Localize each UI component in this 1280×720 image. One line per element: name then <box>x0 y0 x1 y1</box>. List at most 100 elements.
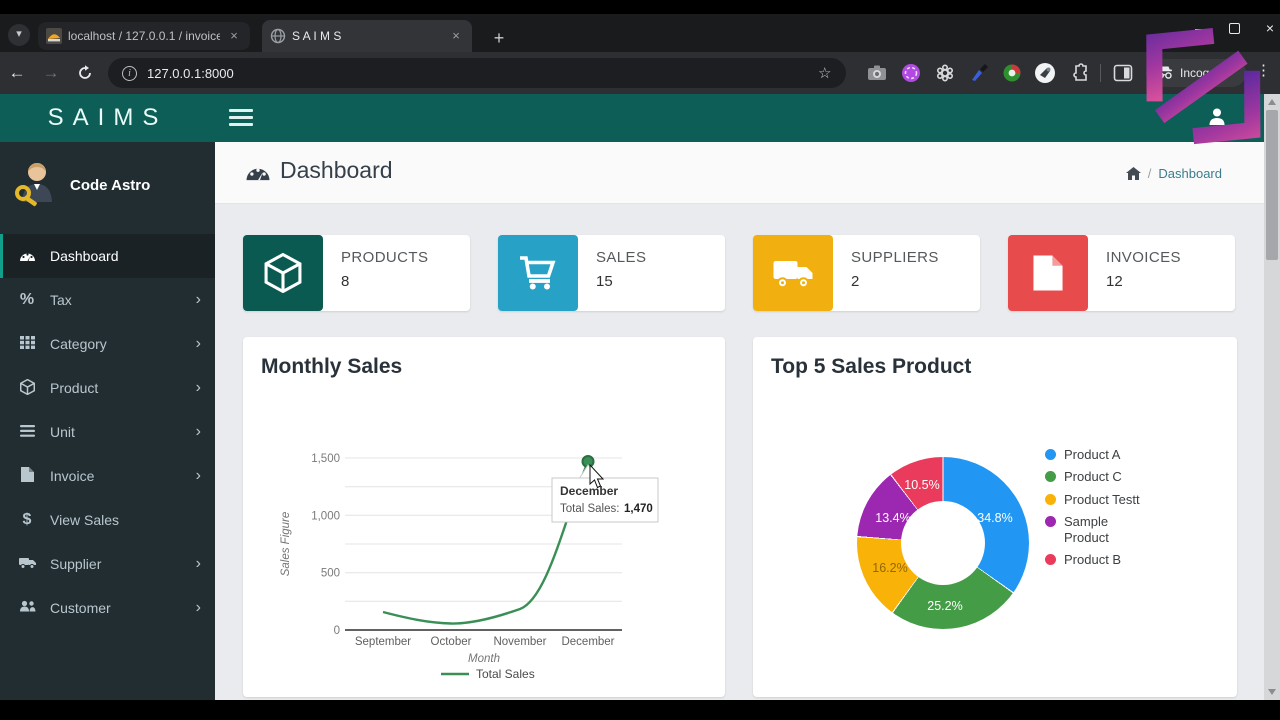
scrollbar-thumb[interactable] <box>1266 110 1278 260</box>
sidebar-item-label: Customer <box>50 600 111 616</box>
close-icon[interactable]: × <box>452 28 460 43</box>
stat-card-label: PRODUCTS <box>341 249 429 266</box>
top-sales-pie-chart[interactable]: 34.8% 25.2% 16.2% 13.4% 10.5% Product A … <box>753 337 1237 697</box>
chevron-right-icon: › <box>195 555 201 572</box>
legend-item[interactable]: Sample Product <box>1045 514 1150 547</box>
file-icon <box>18 467 36 485</box>
percent-icon: % <box>19 291 35 308</box>
x-axis-label: Month <box>468 653 500 665</box>
tooltip-label: Total Sales: <box>560 503 619 515</box>
sidebar-item-view-sales[interactable]: $ View Sales <box>0 498 215 542</box>
truck-icon <box>18 556 36 572</box>
sidebar-item-label: Invoice <box>50 468 95 484</box>
browser-tab-localhost[interactable]: localhost / 127.0.0.1 / invoiceIn × <box>38 22 250 50</box>
sidebar-item-customer[interactable]: Customer › <box>0 586 215 630</box>
cube-icon <box>243 235 323 311</box>
browser-tab-saims[interactable]: S A I M S × <box>262 20 472 52</box>
mouse-cursor-icon <box>589 463 605 489</box>
breadcrumb-separator: / <box>1147 166 1152 181</box>
donut-ring[interactable] <box>857 457 1029 629</box>
users-icon <box>18 600 36 616</box>
chevron-right-icon: › <box>195 423 201 440</box>
x-tick: November <box>493 636 546 648</box>
stat-card-value: 2 <box>851 273 860 290</box>
slice-label-sample-product: 13.4% <box>875 511 911 525</box>
toolbar-divider <box>1100 64 1101 82</box>
page-title: Dashboard <box>245 157 393 184</box>
sidebar-item-dashboard[interactable]: Dashboard <box>0 234 215 278</box>
legend-item[interactable]: Product C <box>1045 469 1150 485</box>
stat-card-sales[interactable]: SALES 15 <box>498 235 725 311</box>
eyedropper-extension-icon[interactable] <box>968 62 990 84</box>
scroll-down-icon[interactable] <box>1268 689 1276 695</box>
forward-button[interactable]: → <box>42 63 60 82</box>
sidebar-item-invoice[interactable]: Invoice › <box>0 454 215 498</box>
chevron-right-icon: › <box>195 599 201 616</box>
stat-card-invoices[interactable]: INVOICES 12 <box>1008 235 1235 311</box>
dollar-icon: $ <box>22 511 32 528</box>
globe-favicon-icon <box>270 28 286 44</box>
brand-logo[interactable]: SAIMS <box>0 94 215 142</box>
legend-dot-icon <box>1045 554 1056 566</box>
stat-card-value: 15 <box>596 273 613 290</box>
stat-card-products[interactable]: PRODUCTS 8 <box>243 235 470 311</box>
cart-icon <box>498 235 578 311</box>
sidebar-item-supplier[interactable]: Supplier › <box>0 542 215 586</box>
flower-extension-icon[interactable] <box>934 62 956 84</box>
stat-card-suppliers[interactable]: SUPPLIERS 2 <box>753 235 980 311</box>
legend-label: Product C <box>1064 469 1122 485</box>
close-icon[interactable]: × <box>230 28 238 43</box>
sidebar-item-tax[interactable]: % Tax › <box>0 278 215 322</box>
back-button[interactable]: ← <box>8 63 26 82</box>
slice-label-product-b: 10.5% <box>904 478 940 492</box>
x-tick: September <box>355 636 411 648</box>
legend-dot-icon <box>1045 515 1056 527</box>
user-menu-icon[interactable] <box>1206 106 1228 128</box>
restore-button[interactable] <box>1228 22 1240 34</box>
chevron-right-icon: › <box>195 291 201 308</box>
total-sales-line <box>382 461 590 625</box>
extensions-puzzle-icon[interactable] <box>1068 62 1090 84</box>
camera-extension-icon[interactable] <box>866 62 888 84</box>
idm-extension-icon[interactable] <box>1001 62 1023 84</box>
minimize-button[interactable]: – <box>1195 20 1203 36</box>
phpmyadmin-favicon-icon <box>46 28 62 44</box>
sidebar-item-label: Product <box>50 380 99 396</box>
sidebar-item-product[interactable]: Product › <box>0 366 215 410</box>
address-bar[interactable]: i 127.0.0.1:8000 <box>108 58 846 88</box>
browser-tabstrip: ▾ localhost / 127.0.0.1 / invoiceIn × S … <box>0 14 1280 52</box>
sidebar-item-label: View Sales <box>50 512 120 528</box>
round-extension-icon[interactable] <box>1034 62 1056 84</box>
sidebar-item-unit[interactable]: Unit › <box>0 410 215 454</box>
side-panel-icon[interactable] <box>1112 62 1134 84</box>
legend-item[interactable]: Product A <box>1045 447 1150 463</box>
bookmark-star-icon[interactable]: ☆ <box>818 65 832 82</box>
slice-label-product-a: 34.8% <box>977 511 1013 525</box>
breadcrumb-current[interactable]: Dashboard <box>1158 166 1222 181</box>
code-watermark-overlay <box>1146 27 1261 145</box>
legend-item[interactable]: Product Testt <box>1045 492 1150 508</box>
sidebar-toggle-button[interactable] <box>229 109 253 130</box>
list-icon <box>18 424 36 440</box>
tab-search-button[interactable]: ▾ <box>8 24 30 46</box>
x-tick: December <box>561 636 614 648</box>
new-tab-button[interactable]: + <box>493 28 505 48</box>
monthly-sales-card: Monthly Sales 0 500 <box>243 337 725 697</box>
legend-item[interactable]: Product B <box>1045 552 1150 568</box>
scroll-up-icon[interactable] <box>1268 99 1276 105</box>
page-scrollbar[interactable] <box>1264 94 1280 700</box>
chevron-right-icon: › <box>195 467 201 484</box>
home-icon[interactable] <box>1125 167 1141 180</box>
chevron-right-icon: › <box>195 335 201 352</box>
site-info-icon[interactable]: i <box>122 65 137 81</box>
legend-label: Total Sales <box>476 667 535 681</box>
sidebar-item-category[interactable]: Category › <box>0 322 215 366</box>
reload-button[interactable] <box>76 64 94 82</box>
sidebar-item-label: Tax <box>50 292 72 308</box>
purple-extension-icon[interactable] <box>900 62 922 84</box>
close-window-button[interactable]: × <box>1265 20 1274 36</box>
monthly-sales-chart[interactable]: 0 500 1,000 1,500 September October Nove… <box>243 337 725 697</box>
slice-label-product-testt: 16.2% <box>872 561 908 575</box>
page-title-text: Dashboard <box>280 157 393 183</box>
